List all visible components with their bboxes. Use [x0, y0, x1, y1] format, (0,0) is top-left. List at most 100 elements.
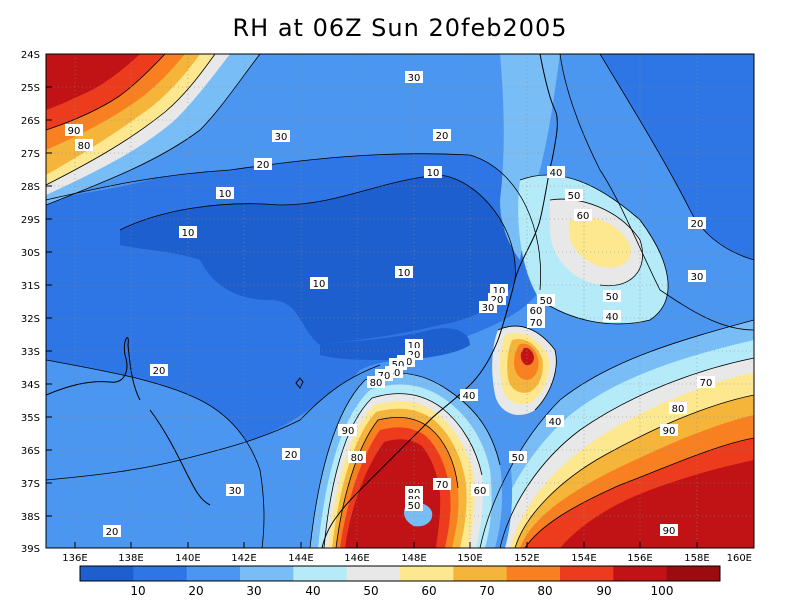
colorbar-label: 60 [421, 584, 436, 598]
svg-text:80: 80 [78, 141, 91, 152]
lat-label: 34S [21, 380, 40, 391]
rh-region-sw-20-30 [46, 360, 265, 548]
colorbar-label: 80 [537, 584, 552, 598]
colorbar-labels: 10 20 30 40 50 60 70 80 90 100 [130, 584, 673, 598]
colorbar-swatches [80, 566, 721, 581]
contour-label: 90 [660, 424, 678, 437]
contour-line [499, 357, 754, 548]
contour-label: 20 [688, 217, 706, 230]
svg-text:80: 80 [370, 378, 383, 389]
svg-text:20: 20 [285, 450, 298, 461]
contour-label: 90 [660, 524, 678, 537]
colorbar-swatch [400, 566, 454, 581]
colorbar-border [79, 565, 721, 582]
contour-label: 50 [603, 290, 621, 303]
svg-text:30: 30 [408, 73, 421, 84]
svg-text:60: 60 [577, 211, 590, 222]
lon-label: 154E [571, 553, 596, 564]
colorbar-swatch [80, 566, 134, 581]
lon-label: 148E [401, 553, 426, 564]
contour-label: 80 [348, 451, 366, 464]
contour-line [519, 174, 669, 325]
contour-label: 30 [479, 301, 497, 314]
contour-value-labels: 30 90 80 30 20 20 10 10 10 40 50 60 20 1… [65, 71, 715, 538]
contour-label: 20 [282, 448, 300, 461]
lat-label: 28S [21, 182, 40, 193]
contour-label: 50 [405, 499, 423, 512]
lat-label: 29S [21, 215, 40, 226]
contour-label: 30 [226, 484, 244, 497]
svg-text:60: 60 [474, 486, 487, 497]
lon-label: 136E [62, 553, 87, 564]
svg-text:30: 30 [482, 303, 495, 314]
contour-label: 10 [395, 266, 413, 279]
rh-region-coast-above-90 [520, 347, 534, 366]
svg-text:50: 50 [512, 453, 525, 464]
colorbar: 10 20 30 40 50 60 70 80 90 100 [79, 565, 721, 598]
lat-label: 24S [21, 50, 40, 61]
svg-text:30: 30 [691, 272, 704, 283]
contour-label: 60 [471, 484, 489, 497]
contour-label: 40 [547, 166, 565, 179]
contour-line [119, 174, 516, 281]
svg-text:10: 10 [427, 168, 440, 179]
colorbar-swatch [346, 566, 401, 581]
lat-label: 25S [21, 83, 40, 94]
contour-label: 20 [103, 525, 121, 538]
contour-label: 30 [688, 270, 706, 283]
contour-lines [46, 54, 754, 548]
colorbar-label: 30 [246, 584, 261, 598]
contour-label: 30 [405, 71, 423, 84]
contour-label: 20 [254, 158, 272, 171]
rh-region-below-10-a [120, 175, 516, 345]
lat-label: 32S [21, 314, 40, 325]
lon-label: 144E [288, 553, 313, 564]
svg-text:50: 50 [392, 360, 405, 371]
colorbar-label: 10 [130, 584, 145, 598]
svg-text:40: 40 [549, 417, 562, 428]
svg-text:30: 30 [275, 132, 288, 143]
contour-line [46, 54, 166, 131]
island-outline [295, 377, 304, 389]
lat-label: 39S [21, 544, 40, 555]
lon-label: 150E [457, 553, 482, 564]
colorbar-label: 40 [305, 584, 320, 598]
contour-label: 40 [546, 415, 564, 428]
svg-text:10: 10 [493, 286, 506, 297]
svg-text:50: 50 [606, 292, 619, 303]
svg-text:80: 80 [672, 404, 685, 415]
colorbar-swatch [613, 566, 668, 581]
gulf-coastline-2 [149, 409, 211, 506]
lat-label: 37S [21, 479, 40, 490]
contour-label: 20 [433, 129, 451, 142]
contour-label: 10 [310, 277, 328, 290]
contour-label: 30 [272, 130, 290, 143]
map-title: RH at 06Z Sun 20feb2005 [232, 14, 568, 42]
gulf-coastline [46, 337, 141, 401]
contour-line [323, 393, 483, 548]
svg-text:20: 20 [491, 295, 504, 306]
contour-label: 50 [565, 189, 583, 202]
contour-label: 90 [339, 424, 357, 437]
contour-label: 70 [527, 316, 545, 329]
contour-label: 50 [537, 294, 555, 307]
contour-line [479, 319, 754, 548]
colorbar-label: 70 [479, 584, 494, 598]
lon-label: 138E [118, 553, 143, 564]
colorbar-label: 100 [651, 584, 674, 598]
svg-text:10: 10 [182, 228, 195, 239]
svg-text:10: 10 [313, 279, 326, 290]
svg-text:10: 10 [398, 268, 411, 279]
svg-text:20: 20 [106, 527, 119, 538]
contour-line [559, 54, 754, 331]
contour-label: 20 [150, 364, 168, 377]
contour-label: 60 [527, 304, 545, 317]
svg-text:30: 30 [229, 486, 242, 497]
lat-label: 31S [21, 281, 40, 292]
longitude-labels: 136E 138E 140E 142E 144E 146E 148E 150E … [62, 553, 752, 564]
lon-label: 152E [514, 553, 539, 564]
map-border [45, 53, 755, 549]
svg-text:10: 10 [219, 189, 232, 200]
svg-text:40: 40 [606, 312, 619, 323]
